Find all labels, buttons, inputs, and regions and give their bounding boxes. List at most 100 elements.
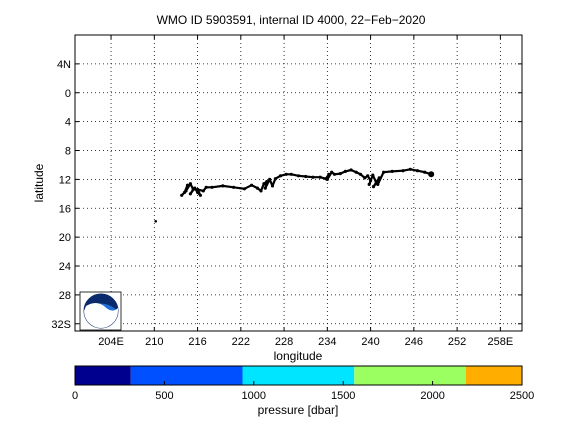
track-point <box>358 172 363 176</box>
track-point <box>343 169 347 173</box>
track-point <box>327 172 331 176</box>
track-point <box>255 186 259 190</box>
track-point <box>401 169 405 173</box>
isolated-point <box>154 220 157 223</box>
plot-background <box>75 35 522 331</box>
x-tick-label: 222 <box>232 336 250 348</box>
colorbar-band <box>466 366 522 385</box>
float-track <box>154 167 435 223</box>
track-point <box>366 174 370 178</box>
track-point <box>278 174 283 178</box>
track-point <box>338 172 342 176</box>
x-tick-label: 234 <box>318 336 336 348</box>
track-point <box>325 177 329 181</box>
track-point <box>390 169 394 173</box>
track-point <box>265 180 269 184</box>
track-point <box>250 183 254 187</box>
track-point <box>196 190 200 194</box>
track-point <box>363 176 367 180</box>
x-tick-label: 246 <box>405 336 423 348</box>
track-point <box>296 174 301 178</box>
colorbar-band <box>75 366 131 385</box>
track-point <box>371 173 375 177</box>
track-point <box>201 189 205 193</box>
track-point <box>367 182 371 186</box>
y-tick-label: 0 <box>65 88 71 100</box>
colorbar-tick-label: 1500 <box>331 390 355 402</box>
track-point <box>377 176 381 180</box>
track-point <box>185 183 190 187</box>
track-point <box>382 170 386 174</box>
track-point <box>304 174 308 179</box>
x-tick-label: 240 <box>361 336 379 348</box>
x-ticks: 204E 210 216 222 228 234 240 246 252 258E <box>98 35 513 348</box>
track-point <box>232 185 236 189</box>
y-tick-label: 20 <box>59 232 71 244</box>
y-axis-label: latitude <box>32 163 46 202</box>
colorbar-tick-label: 1000 <box>242 390 266 402</box>
colorbar-band <box>130 366 243 385</box>
track-point <box>259 189 263 193</box>
grid-horizontal <box>75 63 522 325</box>
y-tick-label: 24 <box>59 261 71 273</box>
y-tick-label: 12 <box>59 174 71 186</box>
track-point <box>263 186 267 190</box>
track-point <box>188 192 192 196</box>
track-point <box>193 186 197 190</box>
track-point <box>423 170 427 174</box>
track-point <box>354 170 358 174</box>
track-point <box>332 172 337 176</box>
chart-title: WMO ID 5903591, internal ID 4000, 22−Feb… <box>157 13 426 27</box>
plot-area: 204E 210 216 222 228 234 240 246 252 258E 4N 0 4 8 12… <box>51 34 523 348</box>
y-tick-label: 16 <box>59 203 71 215</box>
track-point <box>330 170 334 174</box>
track-point <box>311 175 315 179</box>
x-tick-label: 228 <box>275 336 293 348</box>
colorbar-tick-label: 2000 <box>420 390 444 402</box>
colorbar-tick-label: 0 <box>72 390 78 402</box>
noaa-logo-sky <box>84 294 118 311</box>
track-point <box>242 187 246 191</box>
colorbar-band <box>242 366 355 385</box>
y-ticks: 4N 0 4 8 12 16 20 24 28 32S <box>51 59 522 331</box>
x-tick-label: 252 <box>448 336 466 348</box>
track-point <box>180 193 184 197</box>
track-point <box>369 179 373 183</box>
colorbar-tick-label: 2500 <box>510 390 534 402</box>
y-tick-label: 8 <box>65 146 71 158</box>
track-point <box>198 193 202 197</box>
y-tick-label: 4 <box>65 117 71 129</box>
track-point <box>318 175 322 179</box>
y-tick-label: 4N <box>57 59 71 71</box>
colorbar <box>75 366 522 385</box>
track-point <box>210 185 214 189</box>
plot-frame <box>74 34 523 332</box>
colorbar-ticks: 0 500 1000 1500 2000 2500 <box>72 381 534 402</box>
track-point <box>268 177 272 181</box>
track-point <box>376 182 380 186</box>
track-point <box>371 185 376 189</box>
colorbar-label: pressure [dbar] <box>258 403 339 417</box>
track-point <box>262 182 266 186</box>
track-end-point <box>428 171 435 178</box>
track-point <box>415 169 420 173</box>
track-point <box>284 172 288 176</box>
colorbar-tick-label: 500 <box>155 390 173 402</box>
x-tick-label: 216 <box>188 336 206 348</box>
colorbar-frame <box>74 365 523 386</box>
noaa-logo <box>79 291 122 331</box>
x-tick-label: 210 <box>145 336 163 348</box>
track-point <box>349 168 353 172</box>
track-point <box>184 189 188 193</box>
x-tick-label: 258E <box>488 336 514 348</box>
x-tick-label: 204E <box>98 336 124 348</box>
y-tick-label: 32S <box>51 319 71 331</box>
track-point <box>188 182 192 186</box>
track-point <box>408 167 412 171</box>
noaa-logo-bird <box>84 303 118 328</box>
track-point <box>196 187 200 192</box>
track-point <box>289 172 293 176</box>
colorbar-band <box>354 366 467 385</box>
track-point <box>221 184 225 188</box>
